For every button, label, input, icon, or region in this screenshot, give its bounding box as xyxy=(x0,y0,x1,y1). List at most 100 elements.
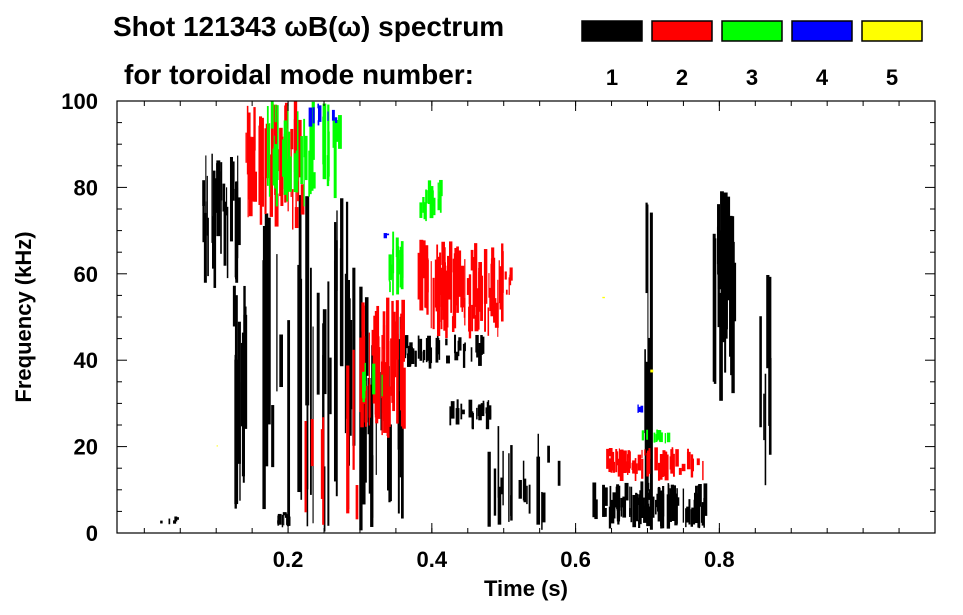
spectral-mark-mode-3 xyxy=(398,259,401,275)
spectral-mark-mode-3 xyxy=(300,136,303,185)
spectral-mark-mode-1 xyxy=(646,506,650,527)
spectral-mark-mode-1 xyxy=(669,488,672,522)
spectral-mark-mode-1 xyxy=(468,399,473,418)
spectral-mark-mode-1 xyxy=(536,456,541,525)
spectral-mark-mode-1 xyxy=(232,161,235,201)
y-tick-label: 80 xyxy=(74,175,98,200)
spectral-mark-mode-2 xyxy=(618,448,621,472)
spectral-mark-mode-1 xyxy=(229,156,233,242)
spectral-mark-mode-2 xyxy=(383,332,386,405)
spectral-mark-mode-1 xyxy=(202,183,205,243)
spectral-mark-mode-1 xyxy=(480,403,485,417)
y-tick-label: 100 xyxy=(61,89,98,114)
spectral-mark-mode-2 xyxy=(304,421,307,513)
spectral-mark-mode-2 xyxy=(678,467,682,475)
spectral-mark-mode-2 xyxy=(608,458,613,473)
spectral-mark-mode-2 xyxy=(461,287,464,312)
spectral-mark-mode-1 xyxy=(160,520,163,524)
spectral-mark-mode-1 xyxy=(488,409,492,418)
spectral-mark-mode-3 xyxy=(304,135,308,181)
spectral-mark-mode-3 xyxy=(311,101,315,160)
spectral-mark-mode-1 xyxy=(471,412,474,430)
spectral-mark-mode-1 xyxy=(422,351,425,363)
spectral-mark-mode-1 xyxy=(487,400,490,416)
spectral-mark-mode-3 xyxy=(311,133,314,191)
spectral-mark-mode-2 xyxy=(622,467,625,473)
spectral-mark-mode-2 xyxy=(494,302,499,328)
legend-label-mode-2: 2 xyxy=(676,65,688,90)
spectral-mark-mode-3 xyxy=(423,202,427,220)
spectral-mark-mode-2 xyxy=(394,321,397,378)
spectral-mark-mode-1 xyxy=(243,379,245,467)
spectral-mark-mode-1 xyxy=(486,401,489,423)
spectral-mark-mode-3 xyxy=(400,254,404,290)
spectral-mark-mode-1 xyxy=(686,506,690,523)
spectral-mark-mode-1 xyxy=(300,278,303,500)
spectral-mark-mode-1 xyxy=(766,274,770,369)
spectral-mark-mode-1 xyxy=(510,445,513,521)
spectral-mark-mode-1 xyxy=(322,323,325,497)
spectral-mark-mode-2 xyxy=(672,453,675,477)
spectral-mark-mode-2 xyxy=(396,333,399,424)
spectral-mark-mode-2 xyxy=(606,448,610,469)
spectral-mark-mode-2 xyxy=(402,367,406,429)
spectral-mark-mode-2 xyxy=(364,393,367,427)
spectral-mark-mode-2 xyxy=(675,449,679,467)
spectral-mark-mode-1 xyxy=(364,297,369,376)
spectral-mark-mode-1 xyxy=(713,238,717,384)
spectral-mark-mode-2 xyxy=(445,321,448,339)
spectral-mark-mode-1 xyxy=(720,257,725,295)
spectral-mark-mode-1 xyxy=(547,445,550,463)
spectral-mark-mode-1 xyxy=(207,217,209,277)
spectral-mark-mode-3 xyxy=(419,202,423,218)
spectral-mark-mode-1 xyxy=(305,196,310,406)
spectral-mark-mode-2 xyxy=(390,338,393,390)
spectral-mark-mode-2 xyxy=(387,386,391,427)
spectral-mark-mode-1 xyxy=(478,349,482,366)
spectral-mark-mode-1 xyxy=(336,210,338,291)
spectral-mark-mode-3 xyxy=(664,433,666,444)
spectral-mark-mode-1 xyxy=(375,378,377,475)
spectral-mark-mode-1 xyxy=(450,401,455,419)
spectral-mark-mode-3 xyxy=(430,190,434,207)
axes: 0.2 0.4 0.6 0.8 0 20 40 60 80 100 xyxy=(61,89,935,572)
spectral-mark-mode-4 xyxy=(327,111,329,121)
spectral-mark-mode-1 xyxy=(622,496,627,518)
spectral-mark-mode-2 xyxy=(457,250,462,297)
y-tick-label: 0 xyxy=(86,521,98,546)
spectral-mark-mode-2 xyxy=(627,450,631,458)
spectral-mark-mode-1 xyxy=(608,506,612,529)
spectral-mark-mode-4 xyxy=(317,105,322,122)
spectral-mark-mode-1 xyxy=(234,181,237,280)
spectral-mark-mode-1 xyxy=(329,357,332,415)
spectral-mark-mode-2 xyxy=(247,169,249,218)
spectral-mark-mode-2 xyxy=(376,336,380,378)
spectral-mark-mode-1 xyxy=(685,508,687,528)
spectral-mark-mode-1 xyxy=(428,347,433,364)
spectral-mark-mode-2 xyxy=(474,243,478,307)
spectral-mark-mode-2 xyxy=(425,245,429,309)
spectral-mark-mode-2 xyxy=(447,255,451,300)
spectral-mark-mode-1 xyxy=(609,485,612,510)
spectral-mark-mode-1 xyxy=(719,314,723,401)
spectral-mark-mode-2 xyxy=(275,115,278,166)
spectral-mark-mode-1 xyxy=(222,183,226,212)
spectral-mark-mode-2 xyxy=(440,267,443,330)
y-axis-label: Frequency (kHz) xyxy=(11,231,36,402)
spectral-mark-mode-1 xyxy=(362,350,366,505)
spectral-mark-mode-1 xyxy=(716,227,718,265)
spectral-mark-mode-2 xyxy=(654,447,657,467)
spectral-mark-mode-1 xyxy=(470,347,473,362)
spectral-mark-mode-1 xyxy=(226,206,229,279)
spectral-mark-mode-2 xyxy=(488,273,490,298)
y-tick-label: 20 xyxy=(74,435,98,460)
legend-label-mode-4: 4 xyxy=(816,65,829,90)
spectral-mark-mode-4 xyxy=(312,107,315,124)
spectral-mark-mode-1 xyxy=(724,243,727,373)
spectral-mark-mode-1 xyxy=(445,338,448,346)
y-tick-label: 40 xyxy=(74,348,98,373)
spectral-mark-mode-1 xyxy=(717,230,722,290)
spectral-mark-mode-2 xyxy=(474,315,479,332)
spectral-mark-mode-1 xyxy=(173,520,177,524)
spectral-mark-mode-1 xyxy=(717,270,720,328)
